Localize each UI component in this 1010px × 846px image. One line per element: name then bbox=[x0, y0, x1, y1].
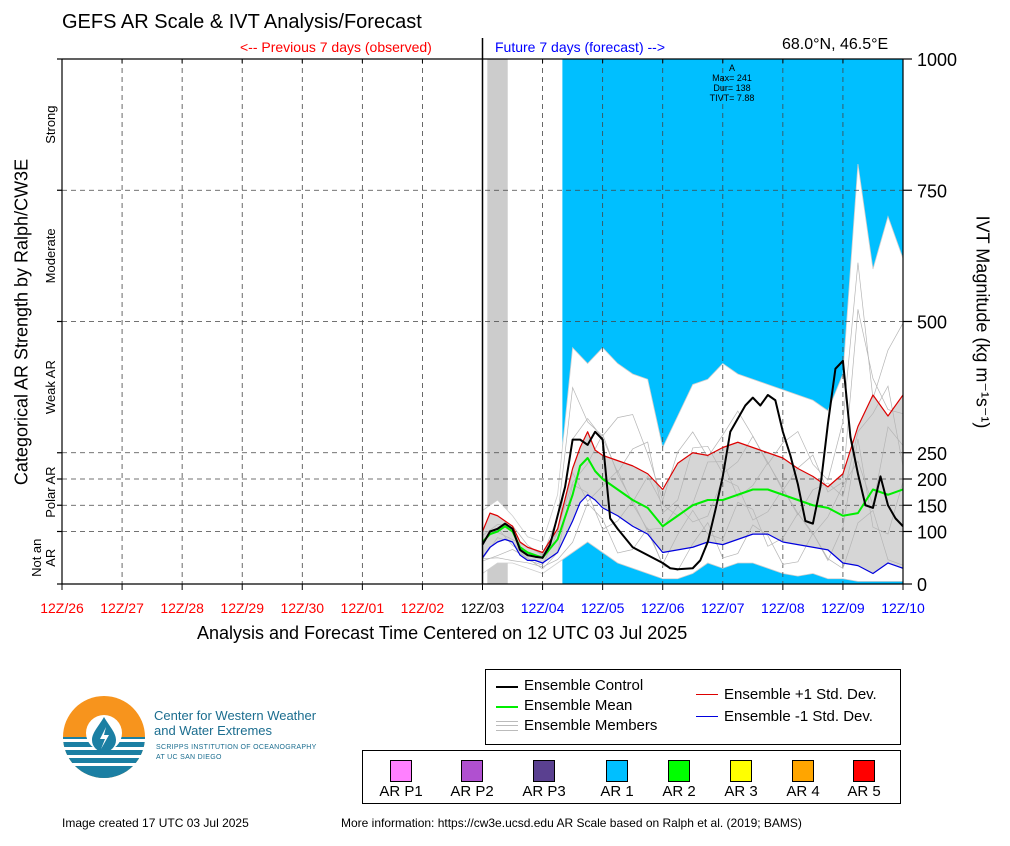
y-tick-label: 100 bbox=[917, 523, 947, 543]
category-label-text: Weak AR bbox=[43, 360, 58, 414]
annotation-line-1: A bbox=[728, 63, 735, 73]
cw3e-logo bbox=[62, 695, 146, 779]
ar-scale-swatch bbox=[668, 760, 690, 782]
ensemble-member-line bbox=[482, 262, 903, 557]
x-tick-label: 12Z/30 bbox=[280, 600, 324, 616]
minus1-std-line bbox=[482, 494, 903, 575]
annotation-line-4: TIVT= 7.88 bbox=[709, 93, 755, 103]
ar-scale-swatch bbox=[461, 760, 483, 782]
category-label: Strong bbox=[43, 105, 58, 143]
logo-mark-icon bbox=[63, 696, 145, 778]
y-axis-label-right: IVT Magnitude (kg m⁻¹s⁻¹) bbox=[972, 215, 993, 429]
std-dev-band bbox=[482, 395, 903, 574]
ar-scale-swatch bbox=[730, 760, 752, 782]
previous-label: <-- Previous 7 days (observed) bbox=[240, 39, 432, 55]
x-tick-label: 12Z/26 bbox=[40, 600, 84, 616]
legend-mean-swatch bbox=[496, 706, 518, 708]
ar-scale-legend: AR P1 AR P2 AR P3 AR 1 AR 2 AR 3 AR 4 AR 5 bbox=[362, 750, 901, 804]
x-tick-label: 12Z/10 bbox=[881, 600, 925, 616]
x-tick-label: 12Z/02 bbox=[401, 600, 445, 616]
legend-minus1-label: Ensemble -1 Std. Dev. bbox=[724, 708, 873, 725]
logo-sub-line1: SCRIPPS INSTITUTION OF OCEANOGRAPHY bbox=[156, 744, 317, 751]
y-tick-label: 200 bbox=[917, 470, 947, 490]
x-tick-label: 12Z/01 bbox=[341, 600, 385, 616]
y-tick-label: 0 bbox=[917, 575, 927, 595]
ensemble-member-line bbox=[482, 426, 903, 566]
ensemble-member-line bbox=[482, 502, 903, 572]
ar-scale-label: AR 5 bbox=[847, 783, 881, 800]
x-tick-label: 12Z/08 bbox=[761, 600, 805, 616]
x-tick-label: 12Z/05 bbox=[581, 600, 625, 616]
category-label-text: Polar AR bbox=[43, 466, 58, 517]
x-tick-label: 12Z/07 bbox=[701, 600, 745, 616]
ar-scale-label: AR P2 bbox=[450, 783, 494, 800]
x-tick-label: 12Z/27 bbox=[100, 600, 144, 616]
ar-scale-label: AR 3 bbox=[724, 783, 758, 800]
plus1-std-line bbox=[481, 394, 903, 554]
ar-annotation: A Max= 241 Dur= 138 TIVT= 7.88 bbox=[700, 63, 764, 103]
category-label: Weak AR bbox=[43, 360, 58, 414]
category-label-text: AR bbox=[43, 549, 58, 567]
ar-scale-swatch bbox=[390, 760, 412, 782]
y-tick-label: 750 bbox=[917, 181, 947, 201]
legend-minus1-swatch bbox=[696, 716, 718, 717]
logo-sub-line2: AT UC SAN DIEGO bbox=[156, 754, 222, 761]
ar-scale-swatch bbox=[533, 760, 555, 782]
location-label: 68.0°N, 46.5°E bbox=[782, 36, 889, 53]
legend-members-swatch bbox=[496, 721, 518, 731]
annotation-line-3: Dur= 138 bbox=[713, 83, 751, 93]
x-tick-label: 12Z/28 bbox=[160, 600, 204, 616]
ar-scale-label: AR P1 bbox=[379, 783, 423, 800]
logo-title-line2: and Water Extremes bbox=[154, 723, 273, 738]
x-tick-label: 12Z/29 bbox=[220, 600, 264, 616]
y-axis-label-left: Categorical AR Strength by Ralph/CW3E bbox=[11, 158, 32, 486]
annotation-line-2: Max= 241 bbox=[712, 73, 752, 83]
legend-control-swatch bbox=[496, 686, 518, 688]
legend-control-label: Ensemble Control bbox=[524, 677, 644, 694]
x-tick-label: 12Z/04 bbox=[521, 600, 565, 616]
category-label-text: Strong bbox=[43, 105, 58, 143]
x-tick-label: 12Z/06 bbox=[641, 600, 685, 616]
y-tick-label: 250 bbox=[917, 444, 947, 464]
footer-more-info: More information: https://cw3e.ucsd.edu … bbox=[341, 816, 802, 830]
ensemble-member-line bbox=[482, 438, 903, 570]
y-tick-label: 150 bbox=[917, 496, 947, 516]
legend-mean-label: Ensemble Mean bbox=[524, 697, 633, 714]
ar-scale-label: AR 2 bbox=[662, 783, 696, 800]
ensemble-control-line bbox=[481, 359, 903, 571]
x-axis-label: Analysis and Forecast Time Centered on 1… bbox=[197, 623, 688, 643]
category-label-text: Moderate bbox=[43, 228, 58, 283]
ar-scale-label: AR P3 bbox=[522, 783, 566, 800]
ensemble-member-line bbox=[482, 309, 903, 555]
ar-scale-swatch bbox=[792, 760, 814, 782]
category-label-text: Not an bbox=[29, 539, 44, 577]
ar-scale-swatch bbox=[606, 760, 628, 782]
category-label: Moderate bbox=[43, 228, 58, 283]
category-label: Not an AR bbox=[29, 539, 58, 577]
legend-plus1-label: Ensemble +1 Std. Dev. bbox=[724, 686, 877, 703]
ar-scale-label: AR 4 bbox=[786, 783, 820, 800]
y-tick-label: 500 bbox=[917, 313, 947, 333]
ar-scale-swatch bbox=[853, 760, 875, 782]
x-tick-label: 12Z/03 bbox=[461, 600, 505, 616]
line-legend: Ensemble Control Ensemble Mean Ensemble … bbox=[485, 669, 901, 745]
legend-members-label: Ensemble Members bbox=[524, 717, 658, 734]
legend-plus1-swatch bbox=[696, 694, 718, 695]
logo-title-line1: Center for Western Weather bbox=[154, 708, 317, 723]
y-tick-label: 1000 bbox=[917, 50, 957, 70]
category-label: Polar AR bbox=[43, 466, 58, 517]
future-label: Future 7 days (forecast) --> bbox=[495, 39, 666, 55]
ar-scale-label: AR 1 bbox=[600, 783, 634, 800]
chart-title: GEFS AR Scale & IVT Analysis/Forecast bbox=[62, 11, 422, 33]
ensemble-mean-line bbox=[481, 457, 903, 559]
footer-created: Image created 17 UTC 03 Jul 2025 bbox=[62, 816, 249, 830]
x-tick-label: 12Z/09 bbox=[821, 600, 865, 616]
